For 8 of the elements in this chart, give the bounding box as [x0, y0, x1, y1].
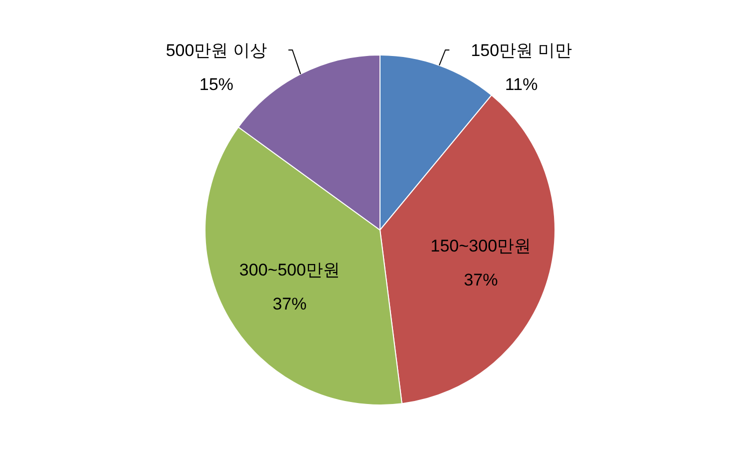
data-label: 37% — [272, 294, 307, 314]
data-label: 15% — [199, 75, 234, 94]
data-label: 37% — [464, 270, 498, 290]
slice-label: 150만원 미만 — [470, 41, 572, 60]
slice-label: 500만원 이상 — [166, 41, 267, 60]
slice-label: 300~500만원 — [239, 260, 340, 280]
data-label: 11% — [504, 75, 538, 94]
slice-label: 150~300만원 — [430, 236, 532, 256]
